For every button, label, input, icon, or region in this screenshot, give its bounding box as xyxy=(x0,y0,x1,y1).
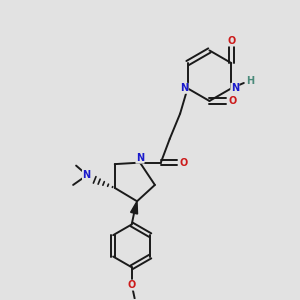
Text: H: H xyxy=(246,76,254,86)
Polygon shape xyxy=(130,201,137,214)
Text: O: O xyxy=(180,158,188,168)
Text: O: O xyxy=(228,96,236,106)
Text: N: N xyxy=(231,83,239,93)
Text: O: O xyxy=(128,280,136,290)
Text: N: N xyxy=(82,169,91,179)
Text: O: O xyxy=(227,36,236,46)
Text: N: N xyxy=(136,153,144,163)
Text: N: N xyxy=(180,83,188,93)
